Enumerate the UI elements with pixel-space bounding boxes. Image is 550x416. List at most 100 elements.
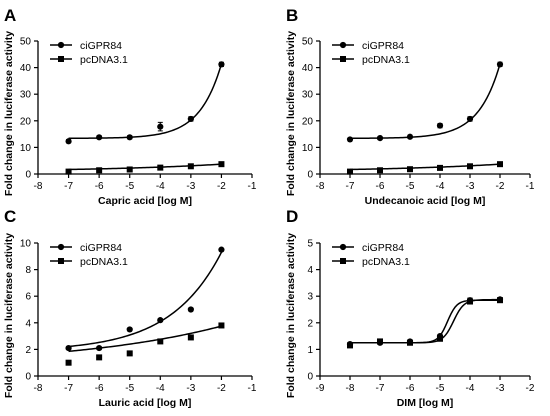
y-tick-label: 4 bbox=[307, 265, 313, 276]
legend-marker bbox=[340, 258, 346, 264]
panel-c: C 0 2 4 6 8 10 -8 -7 -6 -5 -4 -3 -2 -1 Lauric acid [log… bbox=[3, 207, 257, 409]
data-point bbox=[497, 297, 503, 304]
axis-lines bbox=[37, 243, 252, 377]
data-point bbox=[407, 339, 413, 346]
panel-b: B 0 10 20 30 40 50 -8 -7 -6 -5 -4 -3 -2 -1 Undecanoic a… bbox=[285, 6, 535, 207]
series-cigpr84: ciGPR84 bbox=[332, 40, 504, 143]
y-tick-label: 30 bbox=[302, 90, 314, 101]
x-tick-label: -8 bbox=[346, 383, 355, 394]
y-tick-label: 0 bbox=[307, 170, 313, 181]
legend-marker bbox=[58, 56, 64, 62]
y-axis-title: Fold change in luciferase activity bbox=[285, 233, 297, 398]
y-tick-label: 2 bbox=[307, 318, 313, 329]
data-point bbox=[65, 168, 72, 175]
legend-label: pcDNA3.1 bbox=[80, 54, 128, 66]
panel-letter: C bbox=[4, 207, 16, 226]
series-pcdna31: pcDNA3.1 bbox=[332, 256, 503, 349]
x-tick-label: -3 bbox=[186, 383, 195, 394]
y-tick-label: 10 bbox=[20, 143, 32, 154]
legend-marker bbox=[58, 258, 64, 264]
panel-letter: B bbox=[286, 6, 298, 25]
legend-marker bbox=[339, 243, 347, 251]
legend-marker bbox=[340, 56, 346, 62]
y-tick-label: 10 bbox=[20, 239, 32, 250]
panel-letter: A bbox=[4, 6, 16, 25]
legend-label: pcDNA3.1 bbox=[362, 256, 410, 268]
series-cigpr84: ciGPR84 bbox=[50, 40, 225, 145]
x-tick-label: -5 bbox=[125, 181, 134, 192]
data-point bbox=[467, 298, 473, 305]
data-point bbox=[96, 167, 103, 174]
y-tick-label: 20 bbox=[302, 116, 314, 127]
fitted-curve bbox=[68, 325, 222, 353]
y-tick-label: 0 bbox=[307, 372, 313, 383]
series-cigpr84: ciGPR84 bbox=[332, 242, 504, 348]
x-tick-label: -4 bbox=[156, 181, 165, 192]
x-tick-label: -7 bbox=[64, 181, 73, 192]
x-tick-label: -2 bbox=[496, 181, 505, 192]
data-point bbox=[346, 136, 354, 143]
data-point bbox=[187, 163, 194, 170]
x-tick-label: -8 bbox=[34, 383, 43, 394]
data-point bbox=[218, 161, 225, 168]
x-tick-label: -4 bbox=[436, 181, 445, 192]
data-point bbox=[65, 344, 72, 352]
x-axis-title: Undecanoic acid [log M] bbox=[365, 195, 486, 207]
fitted-curve bbox=[68, 163, 222, 171]
data-point bbox=[65, 138, 72, 145]
x-tick-label: -3 bbox=[496, 383, 505, 394]
fitted-curve bbox=[349, 63, 501, 140]
data-point bbox=[376, 134, 384, 142]
fitted-curve bbox=[68, 251, 223, 348]
x-tick-label: -6 bbox=[376, 181, 385, 192]
legend-marker bbox=[57, 41, 65, 49]
data-point bbox=[187, 334, 194, 341]
y-tick-label: 2 bbox=[25, 345, 31, 356]
fitted-curve bbox=[350, 298, 501, 344]
y-tick-label: 50 bbox=[20, 37, 32, 48]
y-tick-label: 6 bbox=[25, 292, 31, 303]
data-point bbox=[347, 342, 353, 349]
data-point bbox=[65, 359, 72, 366]
y-tick-label: 0 bbox=[25, 372, 31, 383]
y-tick-label: 40 bbox=[20, 63, 32, 74]
y-axis-title: Fold change in luciferase activity bbox=[285, 31, 297, 196]
data-point bbox=[497, 161, 503, 168]
data-point bbox=[467, 163, 473, 170]
x-tick-label: -7 bbox=[346, 181, 355, 192]
x-axis-title: DIM [log M] bbox=[397, 397, 454, 409]
y-tick-label: 20 bbox=[20, 116, 32, 127]
x-tick-label: -6 bbox=[95, 181, 104, 192]
data-point bbox=[347, 168, 353, 175]
legend-marker bbox=[57, 243, 65, 251]
data-point bbox=[218, 322, 225, 329]
x-axis-title: Lauric acid [log M] bbox=[99, 397, 192, 409]
x-axis-title: Capric acid [log M] bbox=[98, 195, 192, 207]
y-tick-label: 8 bbox=[25, 265, 31, 276]
panel-d: D 0 1 2 3 4 5 -9 -8 -7 -6 -5 -4 -3 -2 DIM [log M] Fold c… bbox=[285, 207, 535, 409]
data-point bbox=[377, 167, 383, 174]
data-point bbox=[437, 164, 443, 171]
x-tick-label: -5 bbox=[436, 383, 445, 394]
x-tick-label: -7 bbox=[376, 383, 385, 394]
data-point bbox=[466, 115, 474, 123]
y-tick-label: 3 bbox=[307, 292, 313, 303]
x-tick-label: -8 bbox=[316, 181, 325, 192]
axis-lines bbox=[319, 41, 530, 175]
data-point bbox=[96, 354, 103, 361]
x-tick-label: -2 bbox=[217, 181, 226, 192]
legend-label: ciGPR84 bbox=[80, 242, 122, 254]
data-point bbox=[407, 166, 413, 173]
legend-label: pcDNA3.1 bbox=[362, 54, 410, 66]
legend-marker bbox=[339, 41, 347, 49]
y-tick-label: 4 bbox=[25, 318, 31, 329]
axis-lines bbox=[319, 243, 530, 377]
data-point bbox=[126, 166, 133, 173]
series-pcdna31: pcDNA3.1 bbox=[50, 54, 225, 175]
x-tick-label: -6 bbox=[406, 383, 415, 394]
data-point bbox=[187, 306, 194, 313]
y-tick-label: 40 bbox=[302, 63, 314, 74]
x-tick-label: -7 bbox=[64, 383, 73, 394]
panel-a: A 0 10 20 30 40 50 -8 -7 -6 -5 -4 -3 -2 -1 Capric acid … bbox=[3, 6, 257, 207]
data-point bbox=[157, 123, 164, 130]
